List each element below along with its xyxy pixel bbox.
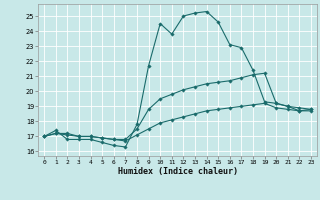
X-axis label: Humidex (Indice chaleur): Humidex (Indice chaleur) (118, 167, 238, 176)
